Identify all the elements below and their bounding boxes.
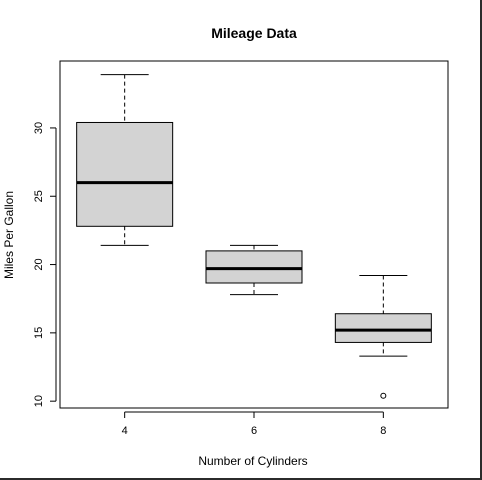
outlier-point — [380, 392, 387, 399]
plot-layer: 10 15 20 25 30 4 6 8 — [33, 74, 432, 437]
x-axis-label: Number of Cylinders — [198, 454, 307, 468]
box — [205, 250, 303, 284]
y-tick-label: 10 — [33, 395, 45, 407]
chart-title: Mileage Data — [211, 25, 297, 41]
plot-area-border — [59, 60, 449, 409]
x-tick-label: 8 — [380, 425, 386, 437]
box — [334, 313, 432, 343]
y-tick-label: 20 — [33, 258, 45, 270]
y-tick-label: 30 — [33, 122, 45, 134]
y-tick-label: 15 — [33, 327, 45, 339]
box — [76, 121, 174, 227]
y-axis-label: Miles Per Gallon — [2, 191, 16, 279]
x-tick-label: 6 — [251, 425, 257, 437]
x-tick-label: 4 — [122, 425, 128, 437]
y-tick-label: 25 — [33, 190, 45, 202]
